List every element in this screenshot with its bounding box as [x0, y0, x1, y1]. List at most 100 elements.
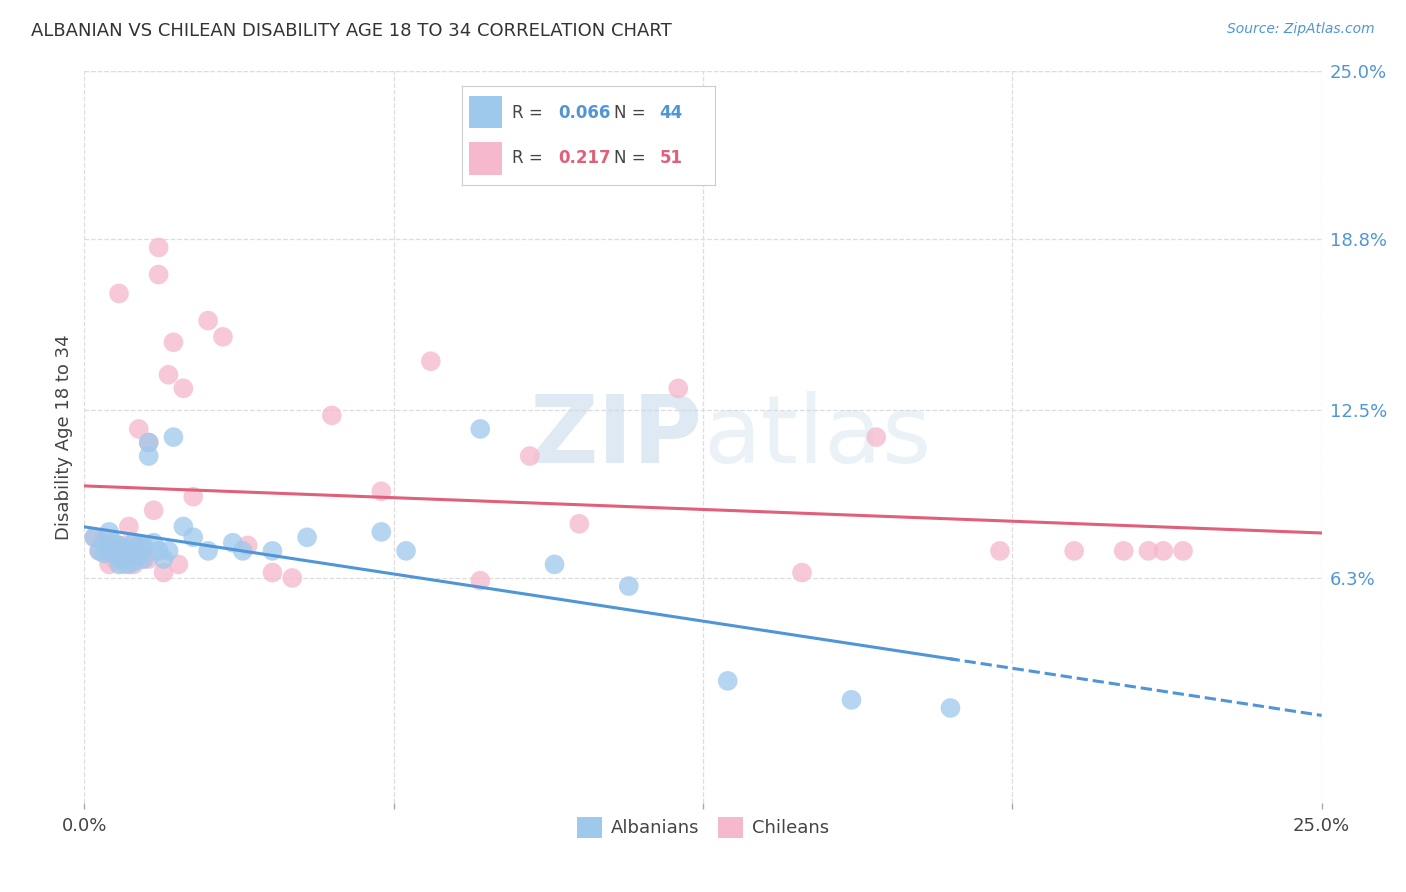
Point	[281, 571, 304, 585]
Point	[988, 544, 1011, 558]
Point	[142, 535, 165, 549]
Point	[172, 381, 194, 395]
Point	[122, 555, 145, 569]
Point	[132, 538, 155, 552]
Point	[122, 558, 145, 572]
Point	[132, 541, 155, 556]
Point	[1171, 544, 1194, 558]
Point	[122, 544, 145, 558]
Point	[1063, 544, 1085, 558]
Point	[112, 552, 135, 566]
Point	[138, 435, 160, 450]
Text: ZIP: ZIP	[530, 391, 703, 483]
Point	[138, 449, 160, 463]
Point	[122, 535, 145, 549]
Point	[118, 519, 141, 533]
Point	[939, 701, 962, 715]
Point	[89, 544, 111, 558]
Point	[148, 544, 170, 558]
Point	[370, 524, 392, 539]
Point	[108, 544, 131, 558]
Point	[108, 558, 131, 572]
Point	[162, 335, 184, 350]
Text: atlas: atlas	[703, 391, 931, 483]
Point	[118, 541, 141, 556]
Point	[212, 330, 235, 344]
Point	[112, 558, 135, 572]
Point	[128, 547, 150, 561]
Legend: Albanians, Chileans: Albanians, Chileans	[569, 810, 837, 845]
Point	[617, 579, 640, 593]
Point	[236, 538, 259, 552]
Point	[148, 240, 170, 254]
Point	[1152, 544, 1174, 558]
Point	[98, 558, 121, 572]
Point	[717, 673, 740, 688]
Point	[83, 530, 105, 544]
Point	[98, 541, 121, 556]
Point	[568, 516, 591, 531]
Point	[138, 552, 160, 566]
Point	[222, 535, 245, 549]
Point	[142, 503, 165, 517]
Point	[232, 544, 254, 558]
Point	[295, 530, 318, 544]
Point	[470, 574, 492, 588]
Point	[103, 538, 125, 552]
Point	[132, 552, 155, 566]
Point	[172, 519, 194, 533]
Point	[93, 530, 115, 544]
Point	[1137, 544, 1160, 558]
Y-axis label: Disability Age 18 to 34: Disability Age 18 to 34	[55, 334, 73, 540]
Point	[152, 552, 174, 566]
Point	[98, 541, 121, 556]
Point	[112, 538, 135, 552]
Point	[108, 538, 131, 552]
Point	[93, 547, 115, 561]
Point	[1112, 544, 1135, 558]
Point	[370, 484, 392, 499]
Text: ALBANIAN VS CHILEAN DISABILITY AGE 18 TO 34 CORRELATION CHART: ALBANIAN VS CHILEAN DISABILITY AGE 18 TO…	[31, 22, 672, 40]
Point	[865, 430, 887, 444]
Point	[321, 409, 343, 423]
Point	[118, 544, 141, 558]
Point	[162, 430, 184, 444]
Point	[83, 530, 105, 544]
Point	[138, 435, 160, 450]
Point	[132, 552, 155, 566]
Point	[157, 368, 180, 382]
Point	[118, 558, 141, 572]
Point	[152, 566, 174, 580]
Point	[128, 549, 150, 564]
Point	[103, 552, 125, 566]
Point	[543, 558, 565, 572]
Point	[128, 422, 150, 436]
Point	[197, 313, 219, 327]
Point	[103, 535, 125, 549]
Point	[262, 544, 284, 558]
Point	[470, 422, 492, 436]
Point	[419, 354, 441, 368]
Point	[122, 535, 145, 549]
Point	[167, 558, 190, 572]
Text: Source: ZipAtlas.com: Source: ZipAtlas.com	[1227, 22, 1375, 37]
Point	[103, 547, 125, 561]
Point	[181, 490, 204, 504]
Point	[112, 541, 135, 556]
Point	[93, 535, 115, 549]
Point	[666, 381, 689, 395]
Point	[157, 544, 180, 558]
Point	[122, 547, 145, 561]
Point	[89, 544, 111, 558]
Point	[98, 524, 121, 539]
Point	[108, 552, 131, 566]
Point	[108, 286, 131, 301]
Point	[181, 530, 204, 544]
Point	[128, 538, 150, 552]
Point	[841, 693, 863, 707]
Point	[262, 566, 284, 580]
Point	[395, 544, 418, 558]
Point	[148, 268, 170, 282]
Point	[519, 449, 541, 463]
Point	[790, 566, 813, 580]
